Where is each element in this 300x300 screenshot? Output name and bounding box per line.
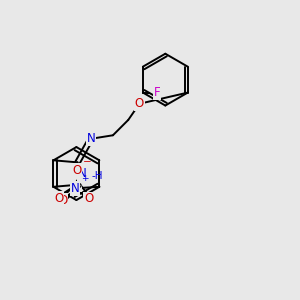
- Text: -H: -H: [91, 171, 103, 181]
- Text: O: O: [58, 194, 68, 207]
- Text: O: O: [54, 192, 64, 205]
- Text: S: S: [74, 178, 81, 191]
- Text: −: −: [83, 157, 92, 167]
- Text: +: +: [81, 174, 88, 183]
- Text: O: O: [84, 192, 93, 206]
- Text: N: N: [78, 167, 87, 180]
- Text: O: O: [135, 97, 144, 110]
- Text: F: F: [154, 86, 160, 99]
- Text: N: N: [71, 182, 80, 195]
- Text: O: O: [72, 164, 81, 177]
- Text: N: N: [86, 132, 95, 145]
